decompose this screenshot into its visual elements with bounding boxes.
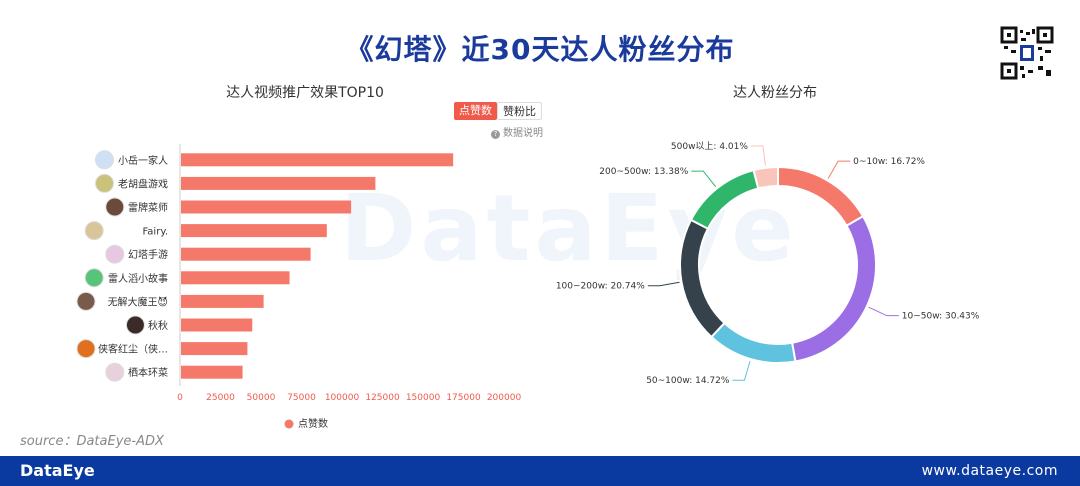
category-label: 雷人滔小故事: [108, 272, 168, 285]
avatar: [105, 362, 125, 382]
donut-slice[interactable]: [689, 168, 760, 230]
bar[interactable]: [181, 342, 248, 356]
x-tick-label: 175000: [446, 393, 481, 403]
help-icon: ?: [491, 130, 500, 139]
donut-chart: 0~10w: 16.72% 10~50w: 30.43% 50~100w: 14.7…: [556, 141, 980, 386]
avatar: [95, 150, 114, 170]
x-tick-label: 150000: [406, 393, 441, 403]
donut-slice[interactable]: [679, 218, 726, 339]
source-note: source：DataEye-ADX: [20, 434, 164, 449]
slice-label: 500w以上: 4.01%: [671, 141, 748, 152]
slice-label: 50~100w: 14.72%: [646, 376, 730, 386]
x-tick-label: 0: [177, 393, 183, 403]
donut-slice[interactable]: [752, 165, 779, 190]
label-leader-line: [750, 145, 766, 166]
slice-label: 100~200w: 20.74%: [556, 282, 645, 292]
bar[interactable]: [181, 271, 290, 285]
donut-slice[interactable]: [790, 214, 877, 363]
category-label: 幻塔手游: [128, 248, 168, 261]
label-leader-line: [647, 281, 680, 287]
bar[interactable]: [181, 224, 327, 238]
data-explanation-label: 数据说明: [503, 128, 543, 139]
footer-url[interactable]: www.dataeye.com: [921, 463, 1058, 479]
category-label: 侠客红尘（侠…: [98, 343, 168, 356]
avatar: [125, 315, 145, 335]
bar[interactable]: [181, 153, 454, 167]
category-label: 栖本环菜: [128, 366, 168, 379]
bar[interactable]: [181, 200, 352, 214]
avatar: [95, 173, 114, 193]
avatar: [76, 339, 96, 359]
category-label: 雷牌菜师: [128, 201, 168, 214]
x-tick-label: 100000: [325, 393, 360, 403]
tab-likes[interactable]: 点赞数: [454, 102, 497, 120]
donut-chart-title: 达人粉丝分布: [733, 85, 817, 101]
qr-code-icon: [1000, 26, 1054, 80]
footer-bar: DataEye www.dataeye.com: [0, 456, 1080, 486]
tab-like-fan-ratio[interactable]: 赞粉比: [497, 102, 542, 120]
label-leader-line: [691, 170, 717, 188]
bar[interactable]: [181, 294, 264, 308]
page-title: 《幻塔》近30天达人粉丝分布: [345, 33, 735, 66]
legend-label[interactable]: 点赞数: [298, 417, 328, 430]
legend-marker: [284, 419, 294, 429]
bar[interactable]: [181, 318, 253, 332]
slice-label: 0~10w: 16.72%: [853, 157, 925, 167]
x-tick-label: 125000: [365, 393, 400, 403]
footer-brand: DataEye: [20, 461, 95, 480]
label-leader-line: [868, 306, 899, 317]
avatar: [105, 197, 125, 217]
bar[interactable]: [181, 365, 243, 379]
bar-chart-title: 达人视频推广效果TOP10: [226, 85, 384, 101]
x-tick-label: 25000: [206, 393, 235, 403]
category-label: 小岳一家人: [118, 154, 168, 167]
avatar: [105, 244, 125, 264]
bar[interactable]: [181, 247, 311, 261]
label-leader-line: [732, 360, 751, 381]
donut-slice[interactable]: [710, 321, 797, 364]
avatar: [76, 291, 96, 311]
category-label: 无解大魔王😈: [108, 295, 168, 308]
category-label: Fairy.: [142, 227, 168, 238]
x-tick-label: 50000: [247, 393, 276, 403]
slice-label: 200~500w: 13.38%: [599, 167, 688, 177]
category-label: 秋秋: [148, 319, 168, 332]
avatar: [84, 268, 104, 288]
label-leader-line: [827, 160, 851, 179]
bar[interactable]: [181, 176, 376, 190]
category-label: 老胡盘游戏: [118, 177, 168, 190]
x-tick-label: 75000: [287, 393, 316, 403]
data-explanation-link[interactable]: ? 数据说明: [491, 124, 543, 139]
donut-slice[interactable]: [777, 165, 865, 228]
slice-label: 10~50w: 30.43%: [902, 312, 980, 322]
x-tick-label: 200000: [487, 393, 522, 403]
avatar: [84, 221, 104, 241]
